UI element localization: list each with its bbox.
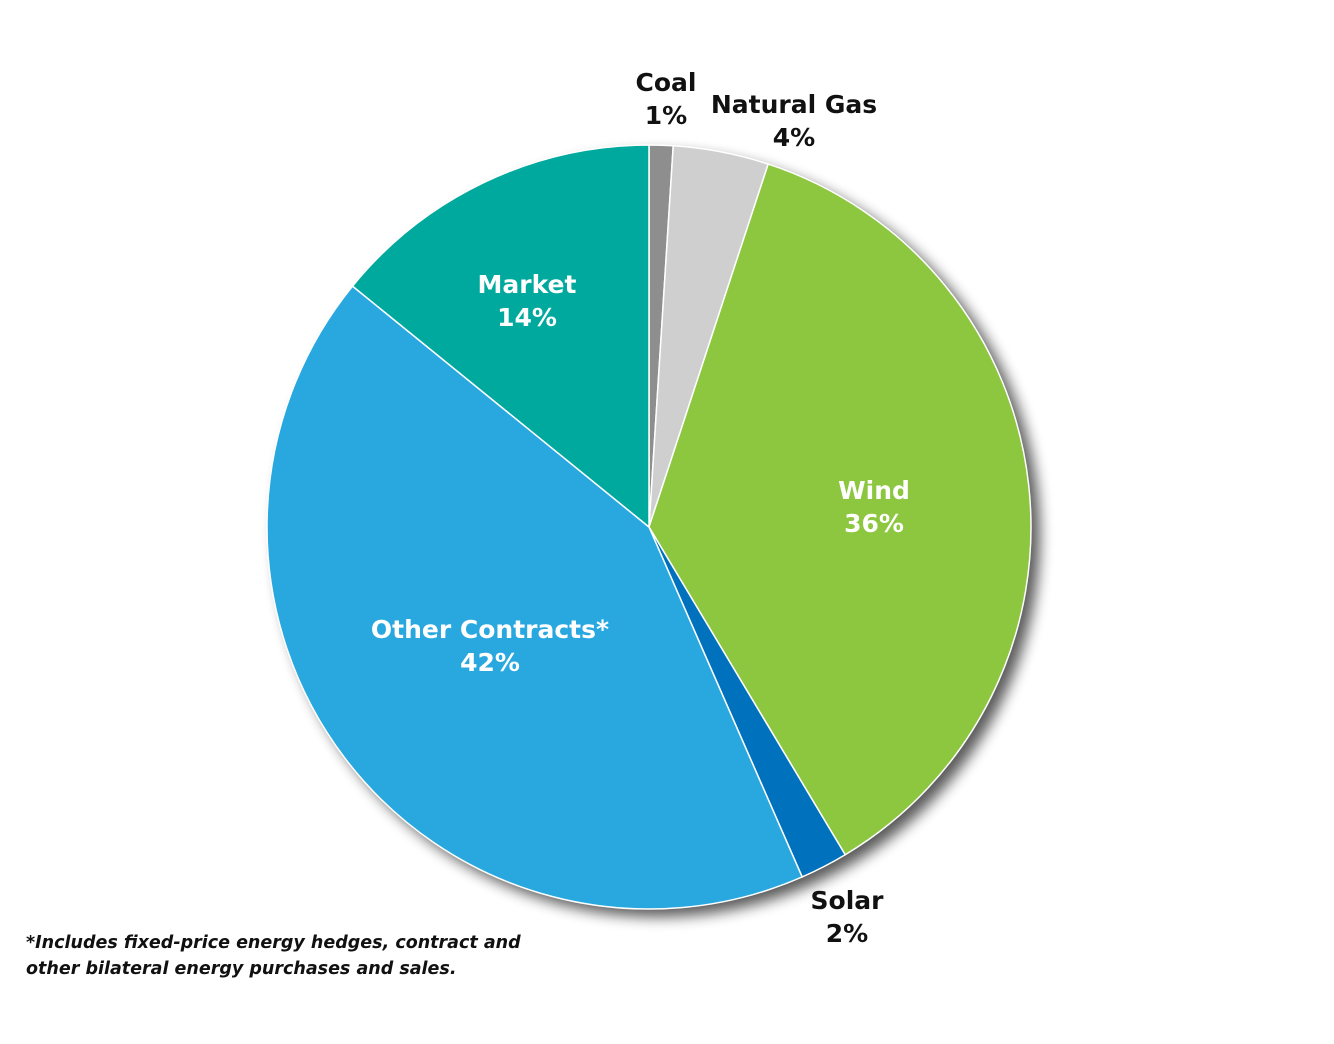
slice-other-contracts [266,285,803,910]
slice-value-coal: 1% [645,101,687,130]
slice-value-other-contracts: 42% [460,648,520,677]
slice-value-solar: 2% [826,919,868,948]
slice-label-market: Market [478,270,577,299]
slice-label-solar: Solar [811,886,885,915]
slice-wind [648,163,1032,856]
pie-labels: Coal 1% Natural Gas 4% Wind 36% Solar 2% Other C… [371,68,910,948]
slice-market [351,144,650,528]
slice-value-natural-gas: 4% [773,123,815,152]
slice-label-wind: Wind [838,476,910,505]
slice-label-natural-gas: Natural Gas [711,90,877,119]
slice-value-wind: 36% [844,509,904,538]
slice-label-other-contracts: Other Contracts* [371,615,609,644]
slice-value-market: 14% [497,303,557,332]
footnote: *Includes fixed-price energy hedges, con… [26,933,521,979]
slice-label-coal: Coal [636,68,697,97]
pie-slices [266,144,1032,910]
